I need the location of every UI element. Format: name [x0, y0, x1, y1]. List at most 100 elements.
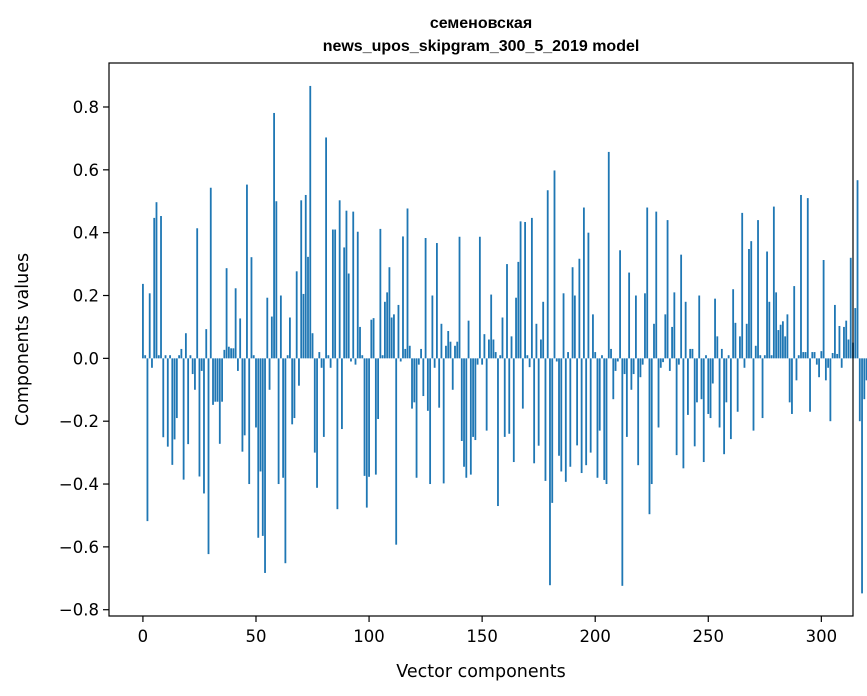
y-tick-label: −0.4	[59, 475, 99, 494]
bar	[257, 358, 260, 538]
bar	[818, 358, 820, 378]
bar	[474, 358, 477, 441]
bar	[797, 355, 800, 359]
bar	[377, 358, 380, 419]
bar	[793, 286, 796, 359]
bar	[820, 351, 823, 359]
bar	[573, 295, 576, 359]
y-tick-label: 0.4	[73, 224, 99, 243]
bar	[668, 358, 671, 371]
bar	[352, 211, 355, 359]
bar	[693, 358, 696, 447]
bar	[528, 358, 531, 368]
bar	[677, 358, 680, 365]
bar	[576, 358, 579, 446]
bar	[169, 355, 171, 359]
bar	[492, 339, 495, 359]
bar	[166, 358, 169, 447]
bar	[648, 358, 651, 515]
bar	[791, 358, 793, 414]
bar	[605, 358, 608, 485]
bar	[657, 358, 660, 428]
bar	[530, 217, 533, 359]
bar	[824, 358, 827, 381]
bar	[289, 317, 291, 359]
bar	[630, 358, 633, 390]
bar	[752, 358, 755, 431]
bar	[191, 358, 194, 375]
chart-title-line-2: news_upos_skipgram_300_5_2019 model	[323, 38, 640, 55]
bar	[417, 358, 420, 365]
bar	[445, 345, 447, 359]
bar	[187, 358, 190, 445]
bar	[802, 352, 805, 359]
bar	[610, 348, 612, 359]
bar	[255, 358, 257, 428]
bar	[383, 301, 386, 359]
bar	[232, 348, 235, 359]
bar	[585, 358, 588, 466]
bar	[723, 358, 726, 455]
bar	[558, 358, 560, 456]
bar	[198, 358, 201, 477]
bar	[309, 85, 312, 359]
bar	[216, 358, 219, 402]
bar	[592, 314, 594, 359]
bar	[214, 358, 217, 402]
bar	[612, 358, 615, 400]
x-tick-label: 200	[579, 627, 611, 646]
bar	[840, 358, 843, 368]
bar	[327, 355, 330, 359]
bar	[804, 352, 807, 359]
bar	[243, 358, 246, 436]
bar	[431, 295, 434, 359]
bar	[481, 358, 484, 365]
bar	[515, 297, 517, 359]
bar	[270, 316, 273, 359]
bar	[698, 295, 701, 359]
bar	[748, 249, 750, 359]
bar	[329, 358, 332, 368]
bar	[239, 318, 242, 359]
bar	[426, 358, 429, 411]
bar	[834, 304, 836, 359]
bar	[578, 258, 581, 359]
bar	[589, 358, 592, 453]
bar	[322, 358, 325, 437]
bar	[408, 345, 411, 359]
bar	[273, 112, 275, 359]
bar	[205, 329, 208, 359]
bar	[564, 358, 567, 482]
bar	[628, 272, 631, 359]
bar	[395, 358, 398, 545]
bar	[775, 292, 778, 359]
bar	[184, 333, 187, 359]
bar	[151, 358, 153, 368]
bar	[386, 292, 389, 359]
bar	[331, 229, 334, 359]
bar	[503, 358, 506, 437]
bar	[374, 358, 377, 475]
bar	[381, 355, 384, 359]
y-axis-label: Components values	[13, 253, 33, 426]
bar	[781, 321, 784, 359]
bar	[451, 358, 454, 390]
bar	[761, 358, 764, 419]
bar	[653, 323, 655, 359]
y-tick-label: 0.0	[73, 349, 99, 368]
bar	[160, 216, 162, 359]
bar	[524, 221, 526, 359]
bar	[542, 301, 545, 359]
bar	[298, 358, 300, 386]
bar	[282, 358, 285, 478]
bar	[422, 358, 425, 397]
bar	[490, 294, 493, 359]
bar	[399, 358, 402, 362]
bar	[754, 345, 757, 359]
bar	[650, 358, 653, 485]
bar	[555, 358, 558, 362]
bar	[673, 292, 676, 359]
bar	[601, 355, 603, 359]
bar	[729, 358, 732, 440]
bar	[469, 358, 472, 475]
